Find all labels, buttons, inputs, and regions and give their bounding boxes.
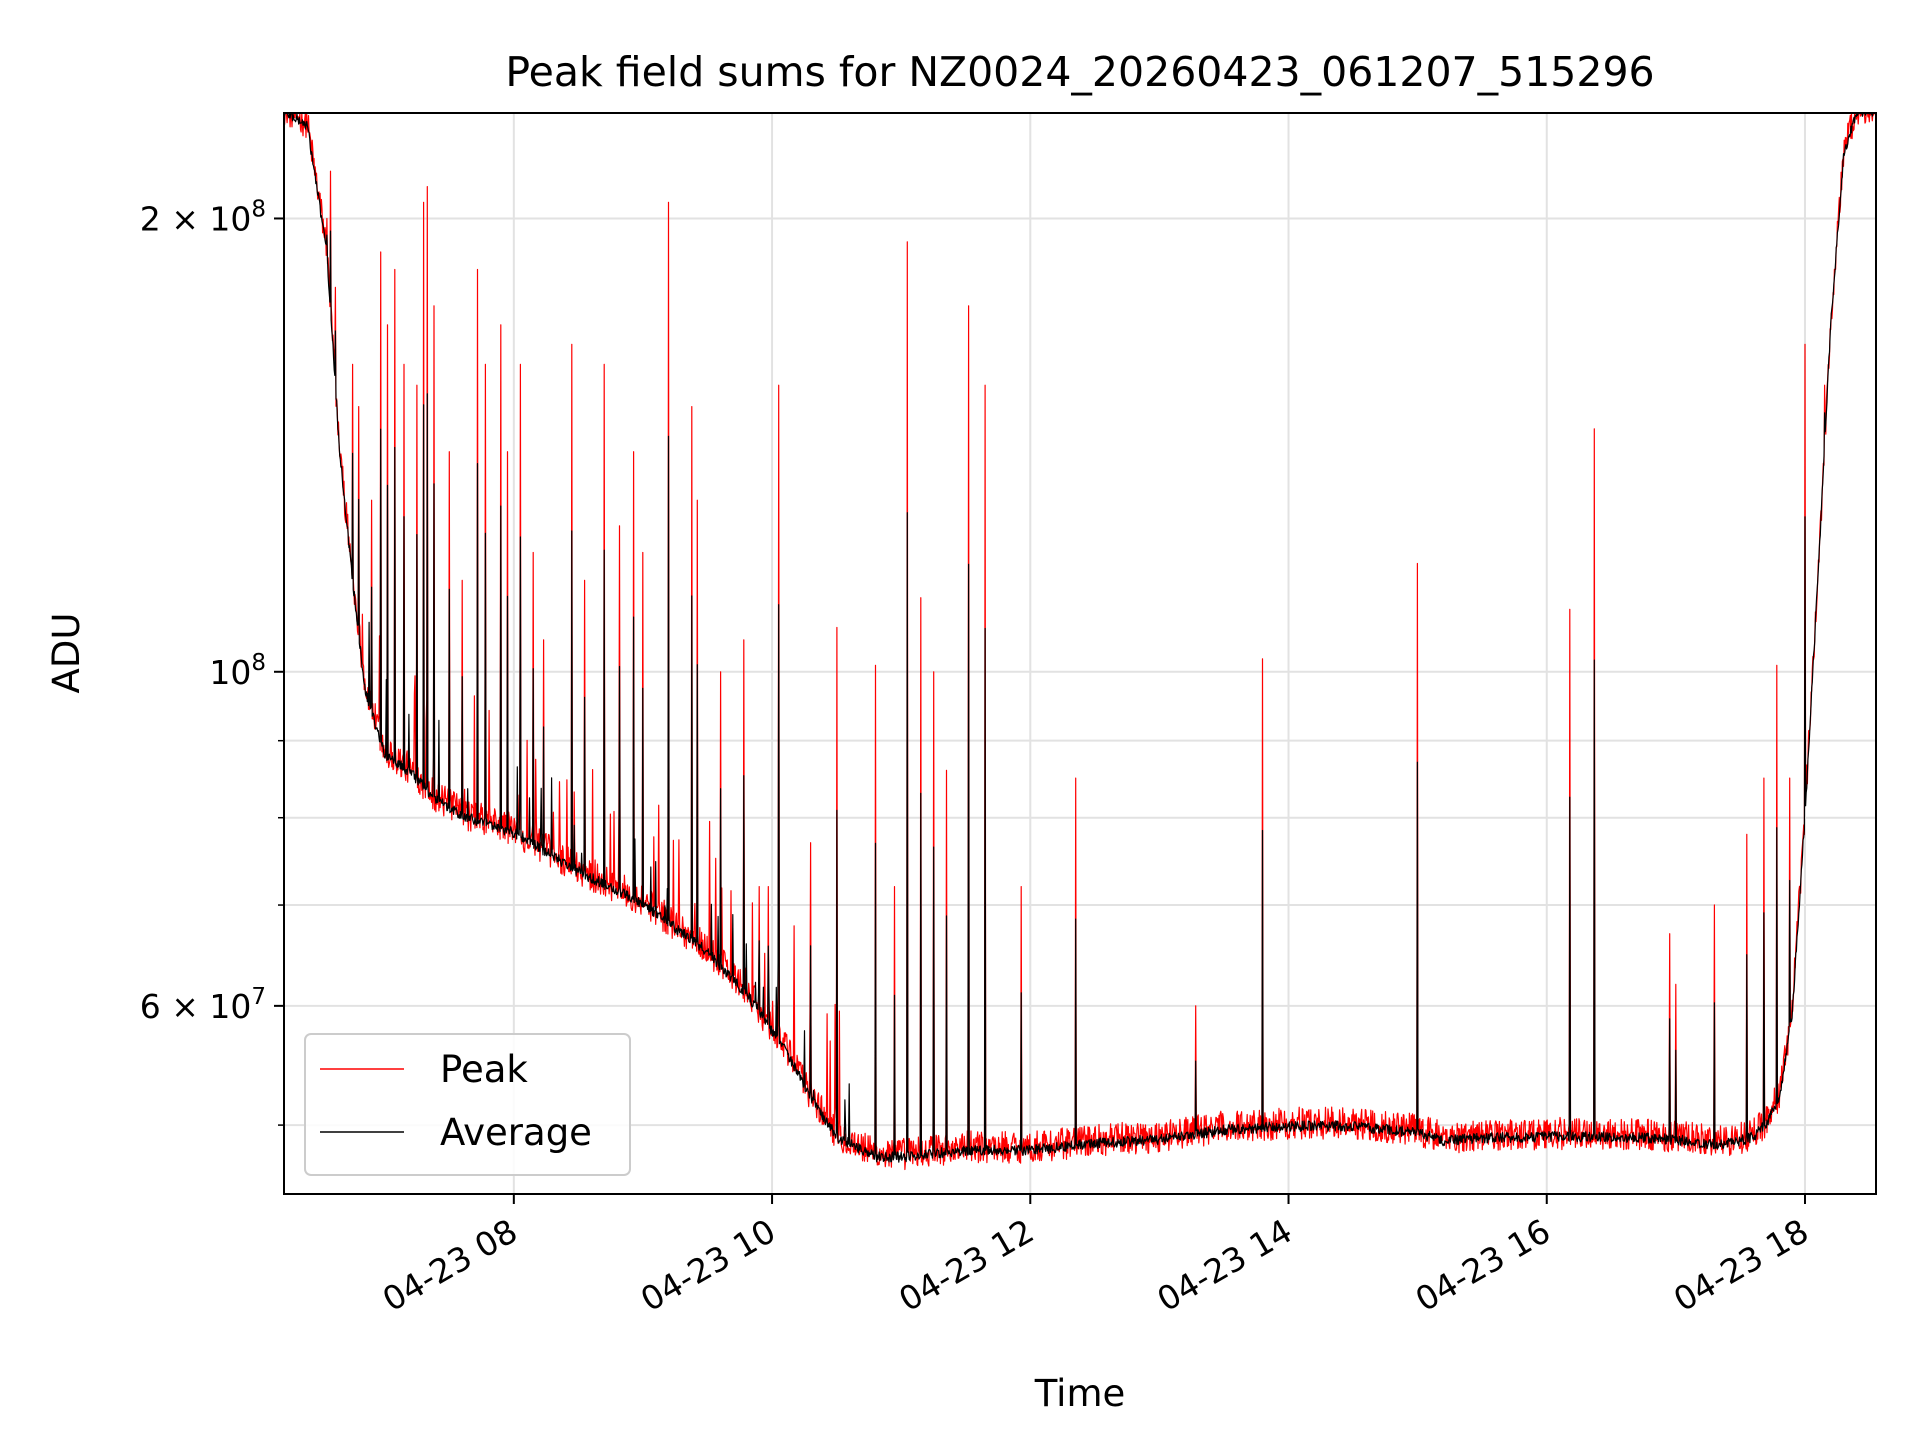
average-series-line — [284, 113, 1876, 1163]
legend: Peak Average — [304, 1033, 631, 1176]
y-tick-label: 2 × 108 — [140, 196, 266, 238]
plot-area — [284, 113, 1876, 1171]
legend-average-label: Average — [440, 1111, 592, 1154]
chart-title: Peak field sums for NZ0024_20260423_0612… — [505, 48, 1654, 96]
axes-frame — [283, 112, 1877, 1195]
legend-peak-label: Peak — [440, 1048, 528, 1091]
y-tick-label: 6 × 107 — [140, 984, 266, 1026]
y-axis: 6 × 107 108 2 × 108 — [140, 196, 284, 1126]
x-axis-label: Time — [1034, 1372, 1126, 1415]
y-axis-label: ADU — [45, 613, 88, 694]
y-tick-label: 108 — [209, 650, 266, 692]
